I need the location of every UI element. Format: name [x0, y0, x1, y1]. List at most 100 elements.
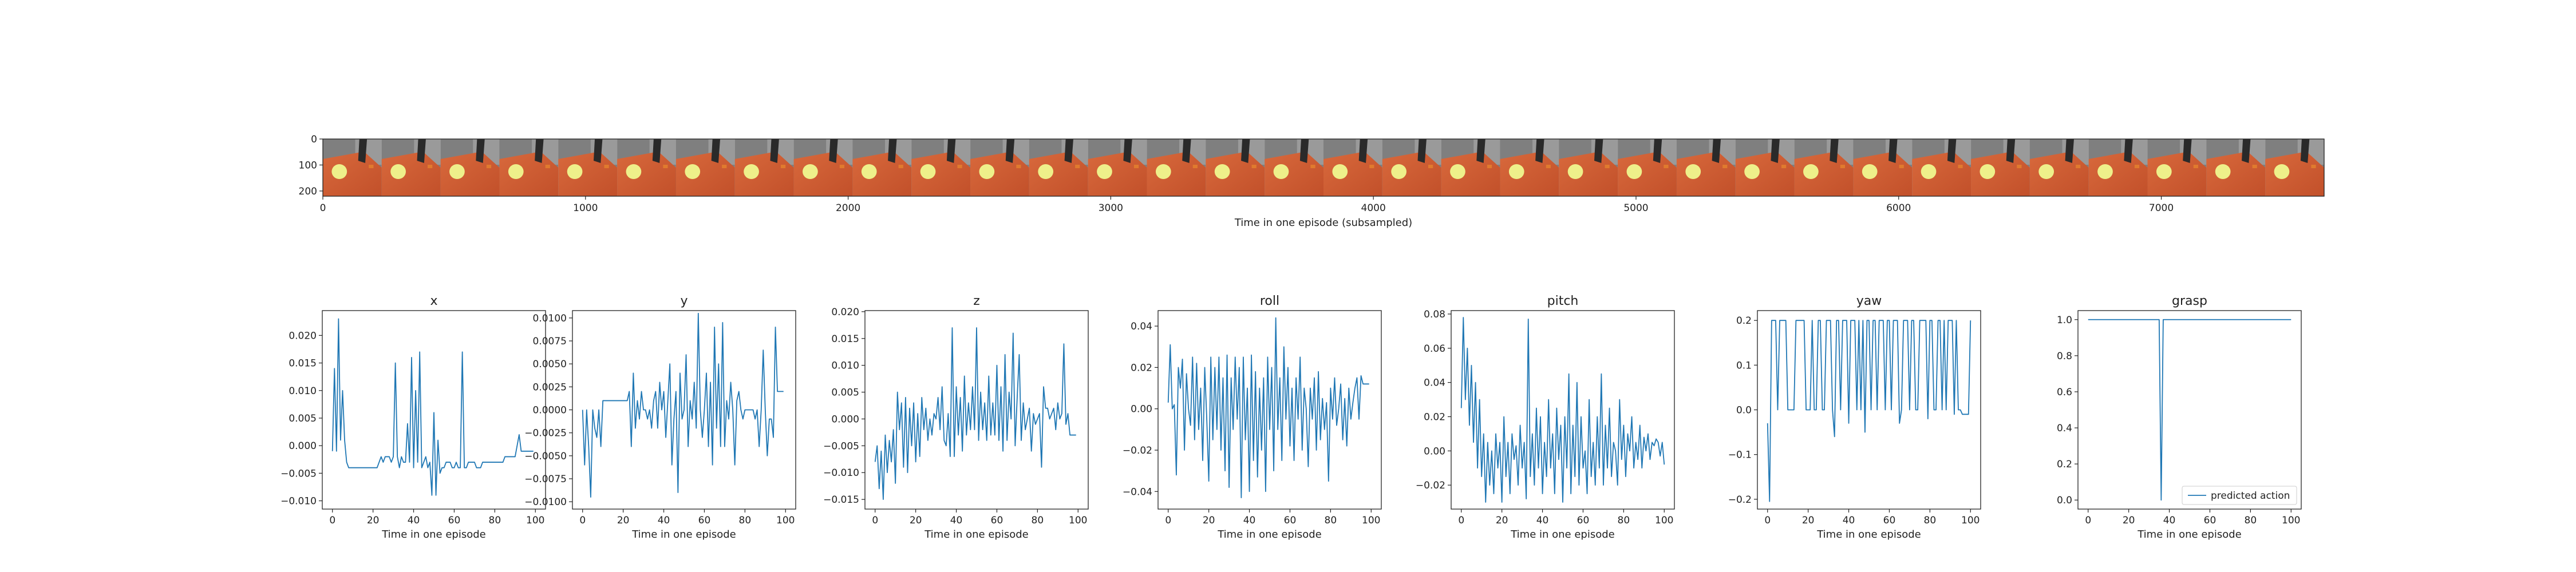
- strip-frame: [1500, 139, 1559, 196]
- x-tick-label: 40: [408, 515, 420, 526]
- x-tick-label: 80: [739, 515, 752, 526]
- x-tick-label: 80: [1618, 515, 1630, 526]
- x-tick-label: 0: [329, 515, 335, 526]
- y-tick-label: 0.005: [831, 387, 859, 399]
- y-tick-label: 0.8: [2057, 351, 2072, 362]
- panel-roll: 0 20 40 60 80 100 −0.04 −0.02 0.00 0.02 0.04 roll Ti…: [1123, 294, 1382, 541]
- x-tick-label: 0: [1165, 515, 1171, 526]
- panel-yaw: 0 20 40 60 80 100 −0.2 −0.1 0.0 0.1 0.2 yaw Time in …: [1728, 294, 1981, 541]
- strip-frame: [617, 139, 676, 196]
- strip-frame: [2265, 139, 2324, 196]
- strip-frame: [1912, 139, 1971, 196]
- x-tick-label: 60: [2204, 515, 2217, 526]
- x-axis-label: Time in one episode: [1510, 529, 1615, 541]
- x-tick-label: 100: [1362, 515, 1380, 526]
- x-tick-label: 100: [1069, 515, 1087, 526]
- panel-frame: [322, 310, 546, 510]
- x-tick-label: 100: [776, 515, 795, 526]
- y-tick-label: 0.015: [831, 333, 859, 345]
- y-tick-label: −0.015: [823, 494, 859, 506]
- x-tick-label: 80: [2245, 515, 2257, 526]
- x-tick-label: 20: [367, 515, 380, 526]
- panel-grasp: 0 20 40 60 80 100 0.0 0.2 0.4 0.6 0.8 1.0 grasp Time …: [2057, 294, 2302, 541]
- x-tick-label: 100: [526, 515, 544, 526]
- x-tick-label: 40: [1843, 515, 1855, 526]
- x-tick-label: 20: [617, 515, 630, 526]
- panel-title: z: [973, 294, 980, 308]
- y-tick-label: 0.000: [289, 440, 317, 452]
- series-line: [874, 327, 1076, 500]
- y-tick-label: 0.2: [1736, 315, 1752, 327]
- strip-frame: [1206, 139, 1265, 196]
- strip-frame: [2206, 139, 2266, 196]
- strip-x-tick-label: 0: [320, 202, 326, 214]
- x-axis-label: Time in one episode: [1217, 529, 1322, 541]
- strip-frame: [970, 139, 1029, 196]
- strip-x-tick-label: 2000: [836, 202, 860, 214]
- panel-pitch: 0 20 40 60 80 100 −0.02 0.00 0.02 0.04 0.06 0.08 pit…: [1416, 294, 1675, 541]
- strip-frame: [1382, 139, 1441, 196]
- strip-frame: [558, 139, 618, 196]
- x-tick-label: 60: [448, 515, 461, 526]
- y-tick-label: 0.08: [1424, 309, 1445, 320]
- y-tick-label: 0.020: [289, 330, 317, 341]
- panel-title: pitch: [1547, 294, 1579, 308]
- y-tick-label: −0.1: [1728, 450, 1752, 461]
- y-tick-label: −0.0050: [524, 451, 567, 462]
- x-tick-label: 60: [1284, 515, 1297, 526]
- y-tick-label: 0.0000: [533, 405, 567, 416]
- panel-frame: [864, 310, 1089, 510]
- y-tick-label: −0.2: [1728, 494, 1752, 506]
- episode-frame-strip: 0 1000 2000 3000 4000 5000 6000 7000 0 100 200 Time…: [299, 134, 2325, 229]
- strip-frame: [499, 139, 559, 196]
- x-axis-label: Time in one episode: [381, 529, 486, 541]
- strip-frame: [440, 139, 500, 196]
- y-tick-label: 0.000: [831, 414, 859, 425]
- strip-frame: [1853, 139, 1913, 196]
- y-tick-label: 0.0100: [533, 313, 567, 324]
- y-tick-label: 0.6: [2057, 387, 2072, 398]
- strip-frame: [2029, 139, 2089, 196]
- strip-frames: [323, 139, 2324, 196]
- x-tick-label: 20: [1496, 515, 1508, 526]
- y-tick-label: 0.4: [2057, 423, 2072, 434]
- panel-y: 0 20 40 60 80 100 −0.0100 −0.0075 −0.0050 −0.0025…: [524, 294, 796, 541]
- x-tick-label: 20: [910, 515, 922, 526]
- strip-frame: [1265, 139, 1323, 196]
- y-tick-label: 0.0050: [533, 359, 567, 370]
- y-tick-label: −0.0075: [524, 474, 567, 485]
- y-tick-label: −0.005: [823, 440, 859, 452]
- strip-frame: [1088, 139, 1147, 196]
- panel-title: roll: [1260, 294, 1279, 308]
- y-tick-label: −0.04: [1123, 486, 1152, 498]
- x-tick-label: 40: [950, 515, 963, 526]
- y-tick-label: 0.0: [2057, 495, 2072, 506]
- y-tick-label: 0.04: [1424, 378, 1445, 389]
- y-tick-label: 0.00: [1424, 446, 1445, 457]
- legend-label: predicted action: [2211, 490, 2290, 502]
- strip-frame: [1147, 139, 1206, 196]
- strip-frame: [1618, 139, 1677, 196]
- panel-title: yaw: [1856, 294, 1882, 308]
- x-tick-label: 20: [1802, 515, 1815, 526]
- x-tick-label: 60: [1883, 515, 1896, 526]
- panel-frame: [1451, 310, 1675, 510]
- x-tick-label: 40: [1536, 515, 1549, 526]
- y-tick-label: 0.06: [1424, 343, 1445, 355]
- y-tick-label: 0.00: [1131, 404, 1152, 415]
- strip-frame: [852, 139, 912, 196]
- strip-frame: [1029, 139, 1088, 196]
- x-tick-label: 60: [991, 515, 1003, 526]
- x-tick-label: 0: [1458, 515, 1464, 526]
- panel-z: 0 20 40 60 80 100 −0.015 −0.010 −0.005 0.000 0.005…: [823, 294, 1089, 541]
- strip-frame: [381, 139, 441, 196]
- x-axis-label: Time in one episode: [631, 529, 736, 541]
- y-tick-label: 0.0: [1736, 405, 1752, 416]
- x-axis-label: Time in one episode: [1816, 529, 1921, 541]
- strip-frame: [1794, 139, 1854, 196]
- y-tick-label: 0.1: [1736, 360, 1752, 371]
- x-tick-label: 100: [1961, 515, 1980, 526]
- series-line: [2088, 319, 2291, 501]
- series-line: [1167, 317, 1369, 499]
- strip-frame: [1735, 139, 1795, 196]
